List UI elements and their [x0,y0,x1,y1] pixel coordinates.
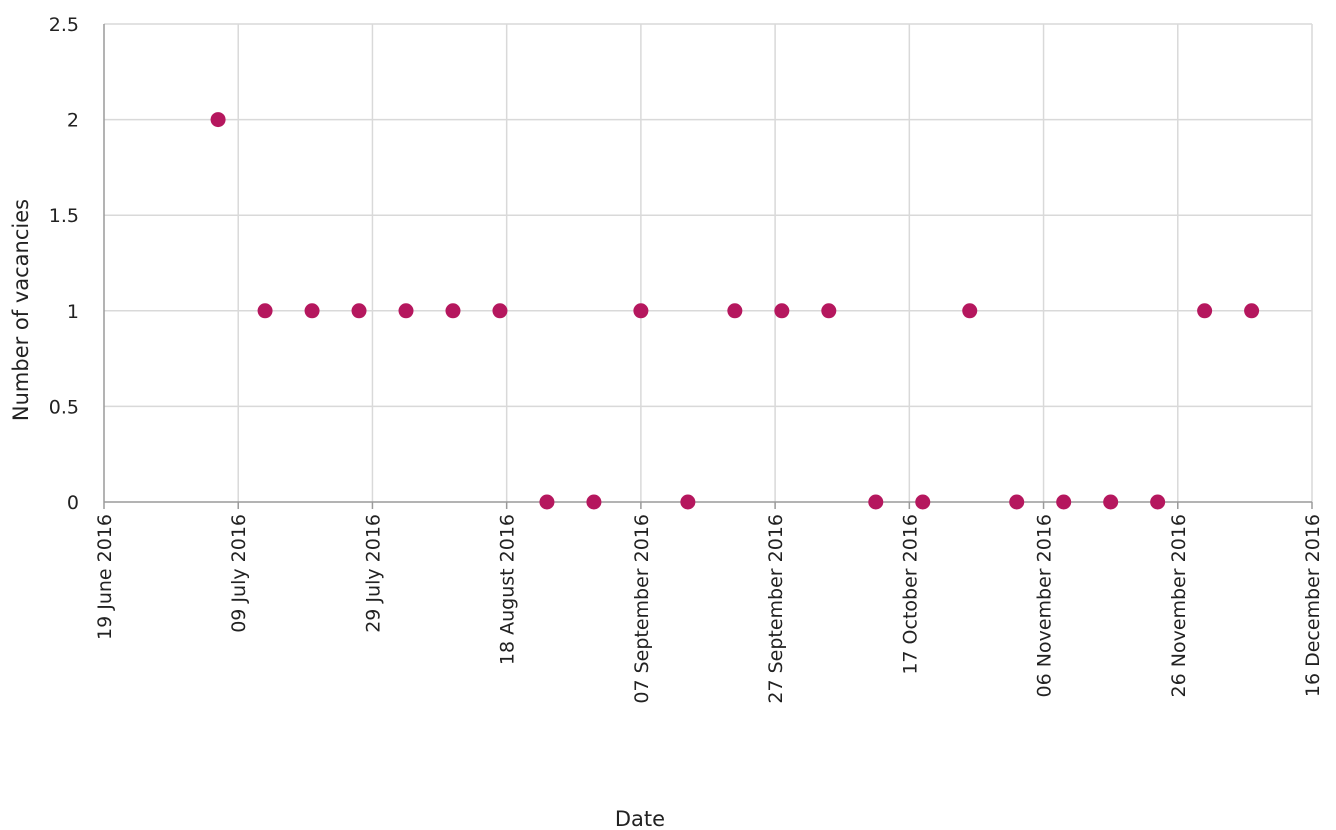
x-tick-label: 09 July 2016 [228,514,250,633]
data-point [915,494,931,510]
data-point [539,494,555,510]
x-tick-label: 16 December 2016 [1302,514,1324,697]
data-point [633,303,649,319]
x-tick-label: 29 July 2016 [362,514,384,633]
x-tick-label: 07 September 2016 [631,514,653,704]
data-point [304,303,320,319]
data-point [445,303,461,319]
x-tick-label: 19 June 2016 [94,514,116,640]
data-point [1056,494,1072,510]
x-tick-label: 06 November 2016 [1034,514,1056,697]
data-point [1244,303,1260,319]
data-point [492,303,508,319]
data-point [1009,494,1025,510]
y-tick-label: 2 [67,110,79,132]
data-point [727,303,743,319]
x-tick-label: 27 September 2016 [765,514,787,704]
x-tick-labels: 19 June 2016 09 July 2016 29 July 2016 18 A… [94,514,1324,704]
data-point [351,303,367,319]
data-point [210,112,226,128]
vertical-gridlines [237,24,1313,502]
x-axis-title: Date [615,807,665,830]
data-point [586,494,602,510]
data-point [1197,303,1213,319]
data-point [1150,494,1166,510]
axes [103,24,1313,509]
y-tick-label: 2.5 [49,14,79,36]
y-tick-label: 0 [67,492,79,514]
data-point [868,494,884,510]
y-tick-label: 0.5 [49,396,79,418]
data-point [1103,494,1119,510]
x-tick-label: 26 November 2016 [1168,514,1190,697]
data-point [398,303,414,319]
data-point [257,303,273,319]
y-axis-title: Number of vacancies [9,199,33,421]
data-point [680,494,696,510]
y-tick-label: 1 [67,301,79,323]
data-point [774,303,790,319]
data-points [210,112,1260,510]
horizontal-gridlines [104,23,1312,408]
x-tick-label: 17 October 2016 [899,514,921,675]
data-point [962,303,978,319]
data-point [821,303,837,319]
y-tick-labels: 0 0.5 1 1.5 2 2.5 [49,14,79,514]
x-tick-label: 18 August 2016 [497,514,519,665]
y-tick-label: 1.5 [49,205,79,227]
